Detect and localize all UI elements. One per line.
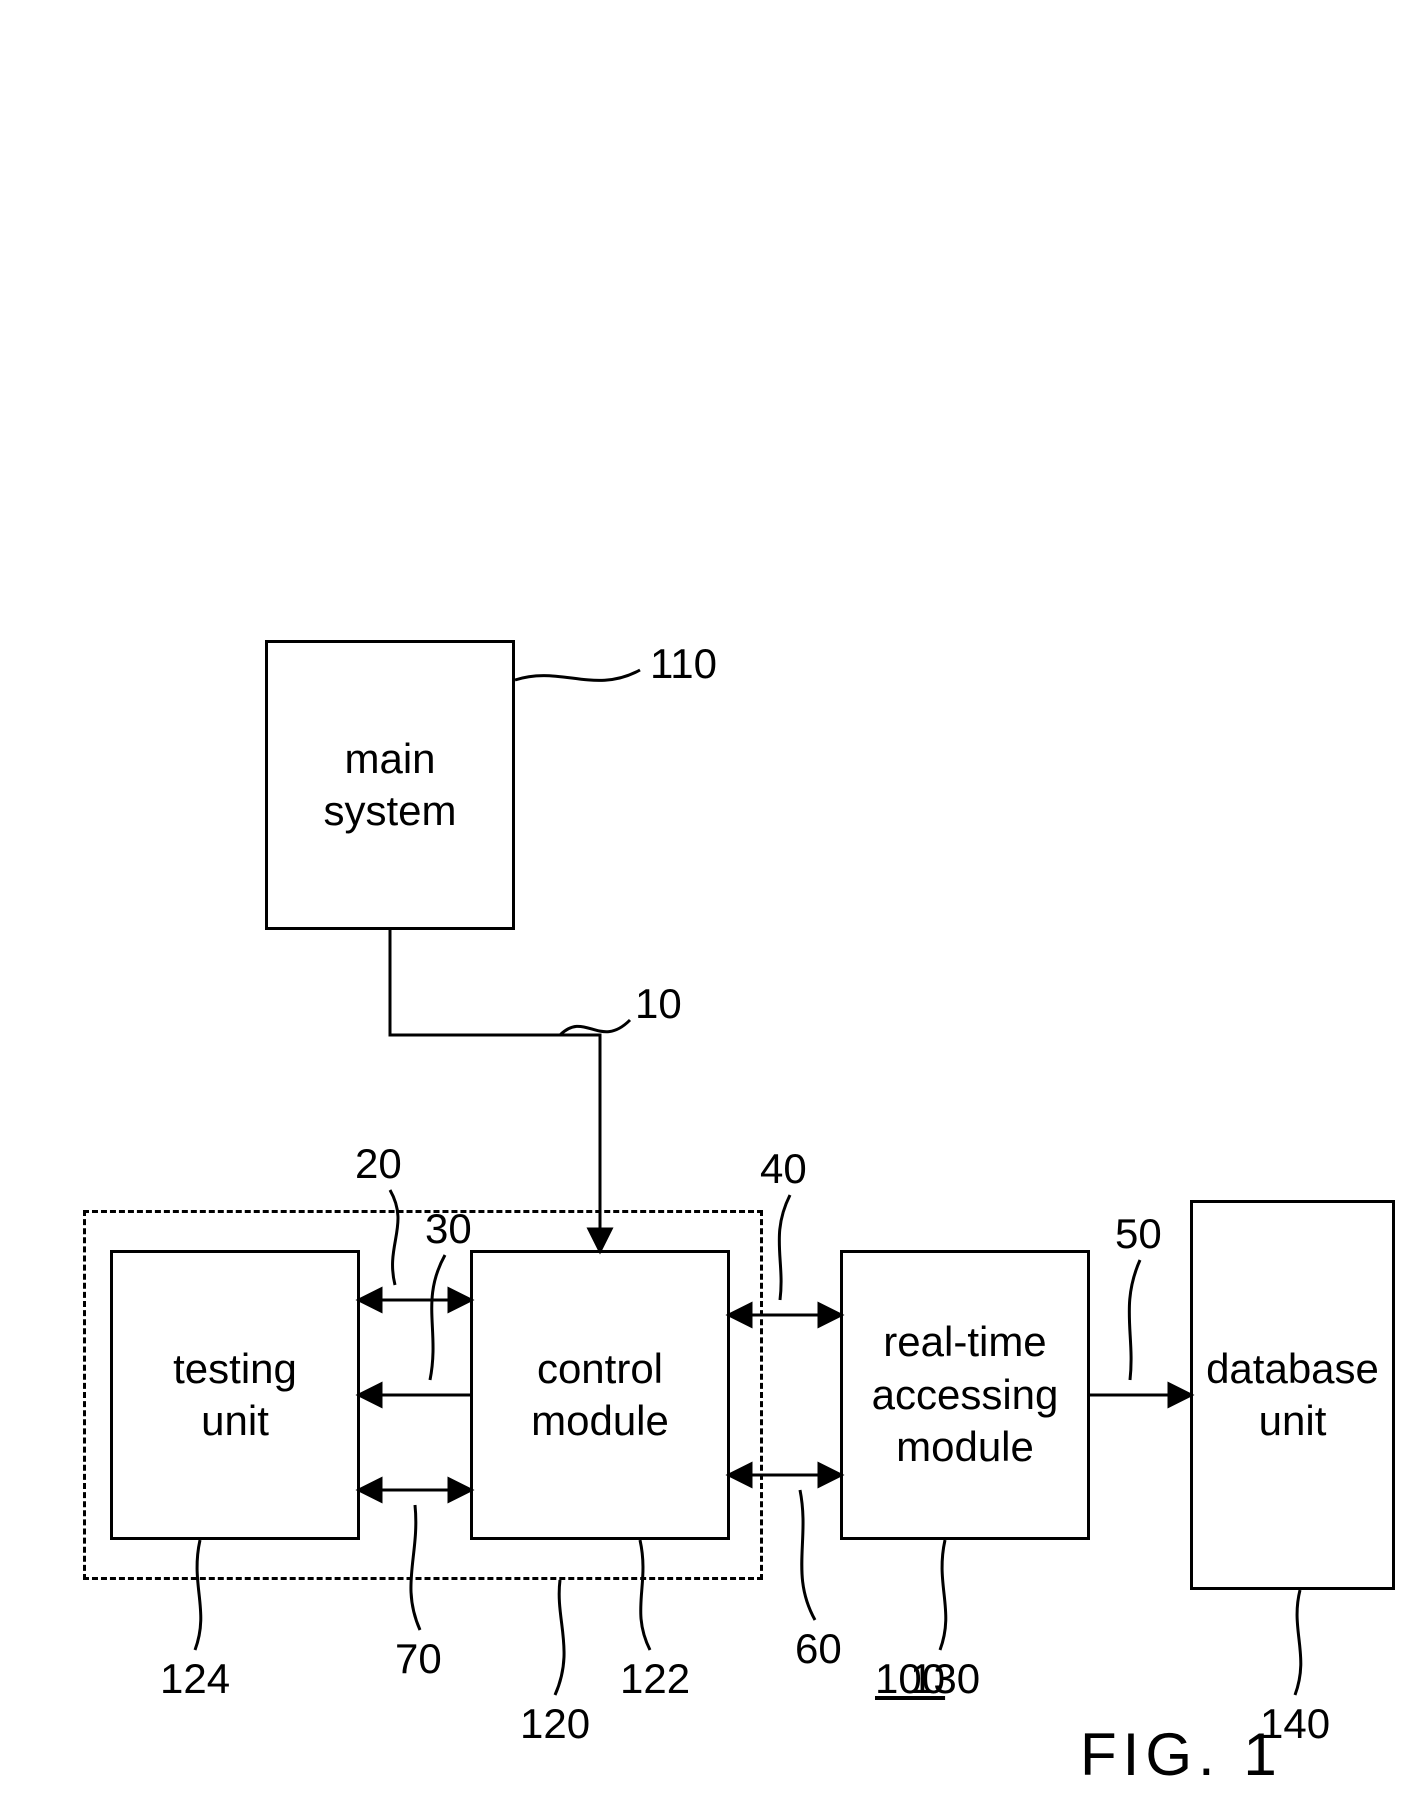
main-system-label: mainsystem (323, 733, 456, 838)
figure-stage: mainsystem testingunit controlmodule rea… (0, 0, 1423, 1794)
ref-60: 60 (795, 1625, 842, 1673)
ref-30: 30 (425, 1205, 472, 1253)
database-unit-box: database unit (1190, 1200, 1395, 1590)
ref-10: 10 (635, 980, 682, 1028)
realtime-module-label: real-timeaccessingmodule (872, 1316, 1059, 1474)
database-unit-label: database unit (1193, 1343, 1392, 1448)
ref-122: 122 (620, 1655, 690, 1703)
realtime-module-box: real-timeaccessingmodule (840, 1250, 1090, 1540)
ref-110: 110 (650, 640, 717, 688)
control-module-box: controlmodule (470, 1250, 730, 1540)
ref-130: 130 (910, 1655, 980, 1703)
ref-70: 70 (395, 1635, 442, 1683)
ref-20: 20 (355, 1140, 402, 1188)
ref-124: 124 (160, 1655, 230, 1703)
main-system-box: mainsystem (265, 640, 515, 930)
control-module-label: controlmodule (531, 1343, 669, 1448)
ref-120: 120 (520, 1700, 590, 1748)
ref-50: 50 (1115, 1210, 1162, 1258)
figure-caption: FIG. 1 (1080, 1720, 1283, 1789)
testing-unit-label: testingunit (173, 1343, 297, 1448)
testing-unit-box: testingunit (110, 1250, 360, 1540)
ref-40: 40 (760, 1145, 807, 1193)
